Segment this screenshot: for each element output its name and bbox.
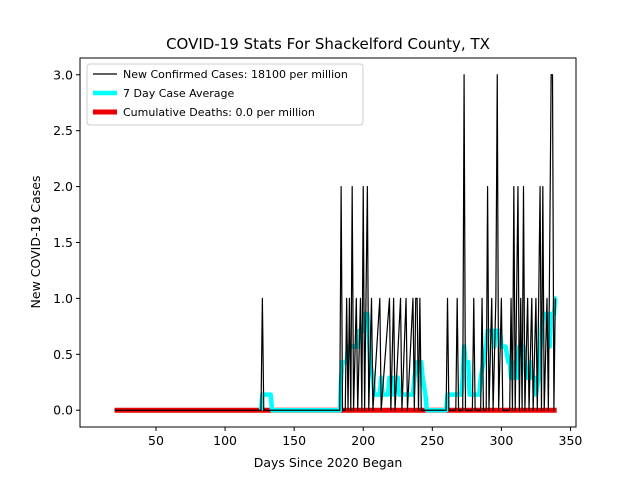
y-tick-label: 1.5	[53, 235, 73, 250]
y-tick-label: 2.5	[53, 123, 73, 138]
y-tick-label: 1.0	[53, 291, 73, 306]
x-tick-label: 350	[559, 433, 583, 448]
y-tick-label: 3.0	[53, 67, 73, 82]
series-line-0	[114, 74, 556, 411]
x-tick-label: 300	[489, 433, 513, 448]
x-axis-title: Days Since 2020 Began	[254, 455, 403, 470]
y-axis: 0.0 0.5 1.0 1.5 2.0 2.5 3.0	[53, 67, 80, 418]
x-tick-label: 100	[213, 433, 237, 448]
legend-label-7-day-average: 7 Day Case Average	[123, 87, 235, 100]
chart-title: COVID-19 Stats For Shackelford County, T…	[166, 35, 490, 53]
legend-label-cumulative-deaths: Cumulative Deaths: 0.0 per million	[123, 106, 315, 119]
legend-label-new-cases: New Confirmed Cases: 18100 per million	[123, 68, 348, 81]
x-tick-label: 50	[148, 433, 164, 448]
y-tick-label: 2.0	[53, 179, 73, 194]
legend-frame	[86, 63, 364, 126]
legend: New Confirmed Cases: 18100 per million 7…	[86, 63, 364, 126]
x-tick-label: 150	[282, 433, 306, 448]
x-tick-label: 200	[351, 433, 375, 448]
x-axis: 50 100 150 200 250 300 350	[148, 427, 582, 448]
y-axis-title: New COVID-19 Cases	[28, 176, 43, 309]
series-layer	[114, 74, 558, 413]
x-tick-label: 250	[420, 433, 444, 448]
y-tick-label: 0.5	[53, 347, 73, 362]
y-tick-label: 0.0	[53, 403, 73, 418]
